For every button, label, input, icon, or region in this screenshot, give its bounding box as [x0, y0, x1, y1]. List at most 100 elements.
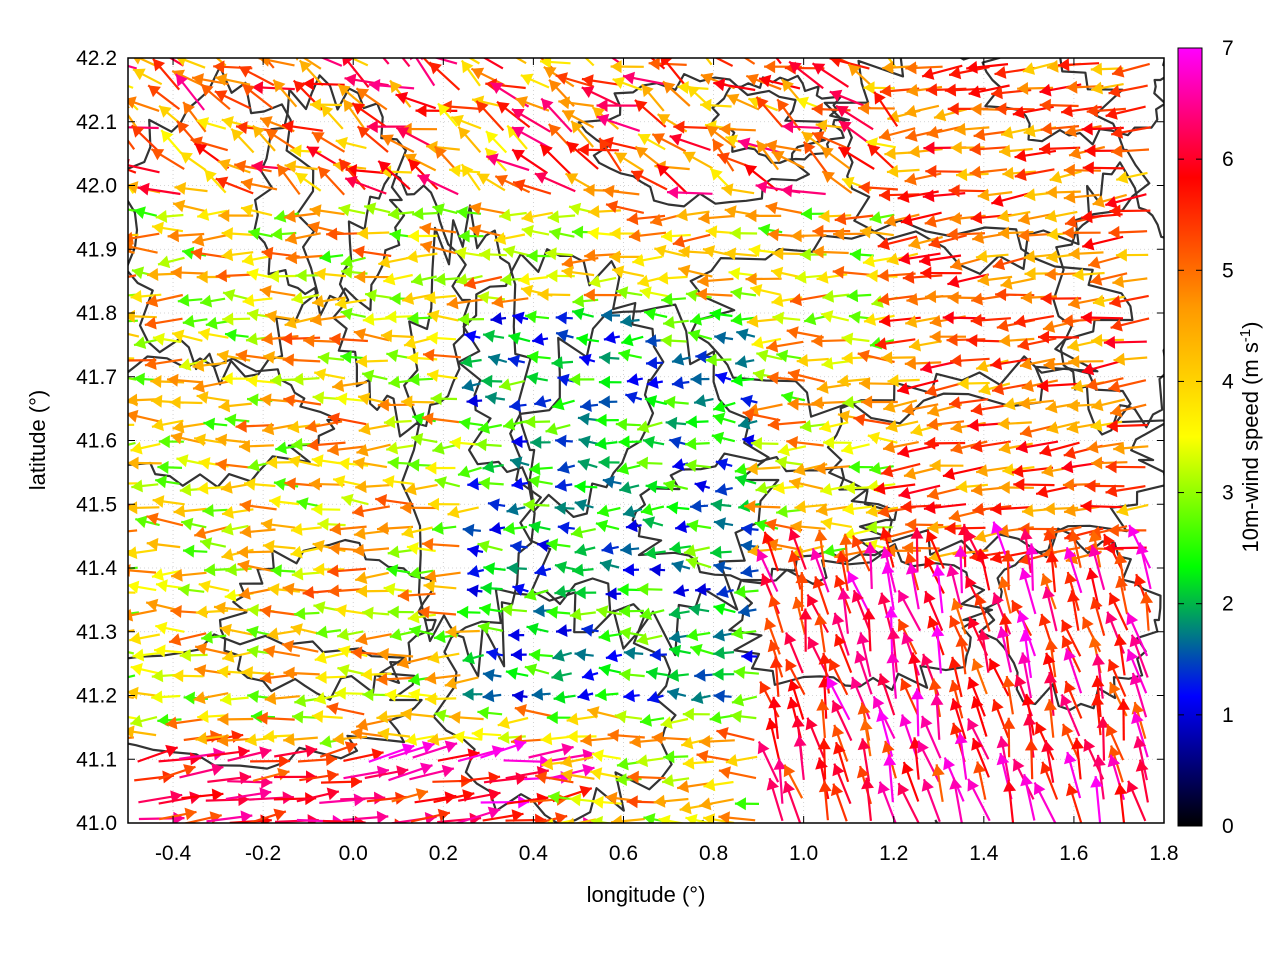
wind-arrow-head	[389, 292, 401, 306]
wind-arrow-head	[1020, 291, 1033, 304]
wind-arrow	[948, 65, 990, 80]
wind-arrow	[160, 129, 182, 154]
wind-arrow	[811, 334, 849, 348]
wind-arrow	[249, 39, 275, 69]
wind-arrow	[789, 293, 829, 307]
wind-arrow-head	[299, 60, 312, 73]
wind-arrow	[1109, 204, 1151, 218]
wind-arrow	[991, 382, 1032, 396]
wind-arrow-head	[657, 164, 670, 177]
wind-arrow	[663, 395, 689, 409]
wind-arrow	[705, 58, 713, 66]
wind-arrow-head	[225, 328, 237, 342]
wind-arrow	[262, 422, 297, 436]
wind-arrow	[697, 274, 734, 288]
wind-arrow-head	[176, 454, 189, 468]
wind-arrow-head	[712, 412, 726, 426]
wind-arrow-head	[834, 212, 847, 226]
wind-arrow-head	[540, 58, 552, 69]
wind-arrow	[1109, 403, 1147, 418]
wind-arrow-shaft	[168, 58, 185, 67]
wind-arrow-head	[235, 419, 247, 433]
wind-arrow-shaft	[467, 58, 480, 65]
wind-arrow-head	[765, 201, 778, 215]
wind-arrow	[128, 64, 138, 70]
wind-arrow	[1090, 81, 1124, 95]
wind-arrow-head	[816, 271, 829, 284]
wind-arrow-shaft	[128, 98, 139, 111]
wind-arrow-head	[920, 266, 932, 280]
wind-arrow-head	[451, 114, 464, 127]
wind-arrow	[618, 435, 642, 449]
wind-arrow-head	[131, 266, 145, 280]
wind-arrow	[651, 133, 687, 153]
wind-arrow-head	[151, 149, 165, 161]
wind-arrow	[776, 349, 802, 363]
wind-arrow-head	[282, 353, 294, 367]
wind-arrow-shaft	[743, 58, 756, 65]
wind-arrow-head	[461, 164, 474, 178]
wind-arrow-head	[446, 296, 459, 310]
wind-arrow	[422, 348, 461, 362]
wind-arrow	[461, 379, 481, 392]
wind-arrow	[192, 380, 229, 393]
wind-arrow-head	[458, 417, 471, 430]
wind-arrow-shaft	[302, 58, 322, 70]
wind-arrow	[874, 337, 916, 350]
wind-arrow-head	[107, 709, 119, 722]
wind-arrow-head	[249, 39, 261, 52]
wind-arrow-head	[881, 351, 893, 365]
wind-arrow-head	[557, 373, 570, 387]
wind-arrow-head	[902, 270, 915, 284]
wind-arrow-head	[438, 103, 451, 116]
wind-arrow	[969, 165, 1008, 179]
wind-arrow-head	[327, 412, 340, 426]
wind-arrow	[130, 290, 162, 303]
wind-arrow	[687, 329, 713, 342]
wind-arrow	[128, 456, 162, 470]
wind-arrow	[217, 158, 251, 174]
wind-arrow	[152, 332, 182, 346]
wind-arrow-head	[1046, 227, 1059, 241]
wind-arrow	[196, 208, 228, 221]
wind-arrow	[526, 249, 552, 263]
wind-arrow-head	[609, 250, 621, 264]
wind-arrow-head	[458, 229, 470, 243]
wind-arrow-head	[170, 431, 183, 445]
wind-arrow	[555, 72, 594, 88]
terrain-contour	[218, 538, 437, 701]
wind-arrow-head	[1058, 58, 1070, 72]
wind-arrow-head	[841, 351, 853, 365]
wind-arrow	[1022, 62, 1055, 75]
wind-arrow	[954, 122, 990, 136]
wind-arrow-head	[511, 435, 523, 449]
wind-arrow	[355, 87, 388, 111]
wind-arrow	[377, 160, 411, 191]
wind-arrow	[240, 177, 278, 191]
wind-arrow	[998, 441, 1033, 455]
wind-arrow-head	[598, 395, 610, 409]
wind-arrow	[948, 184, 989, 198]
wind-arrow	[469, 202, 506, 215]
wind-arrow-head	[508, 332, 521, 345]
wind-arrow	[788, 60, 824, 90]
wind-arrow-head	[97, 733, 108, 746]
wind-arrow-head	[967, 418, 979, 432]
wind-arrow-head	[713, 78, 726, 92]
wind-arrow-head	[969, 165, 982, 179]
wind-arrow-head	[291, 291, 304, 305]
wind-arrow-head	[663, 316, 675, 329]
wind-arrow-head	[192, 380, 205, 393]
wind-arrow-head	[799, 248, 811, 261]
wind-arrow	[669, 436, 687, 449]
wind-arrow	[133, 336, 160, 349]
wind-arrow-shaft	[422, 58, 435, 70]
wind-arrow-head	[811, 102, 823, 116]
wind-arrow-head	[970, 403, 983, 416]
wind-arrow-head	[999, 144, 1011, 158]
wind-arrow	[1081, 122, 1124, 136]
wind-arrow	[1086, 104, 1126, 118]
wind-arrow-head	[583, 183, 595, 197]
wind-arrow	[877, 235, 918, 251]
wind-arrow-head	[362, 313, 375, 326]
